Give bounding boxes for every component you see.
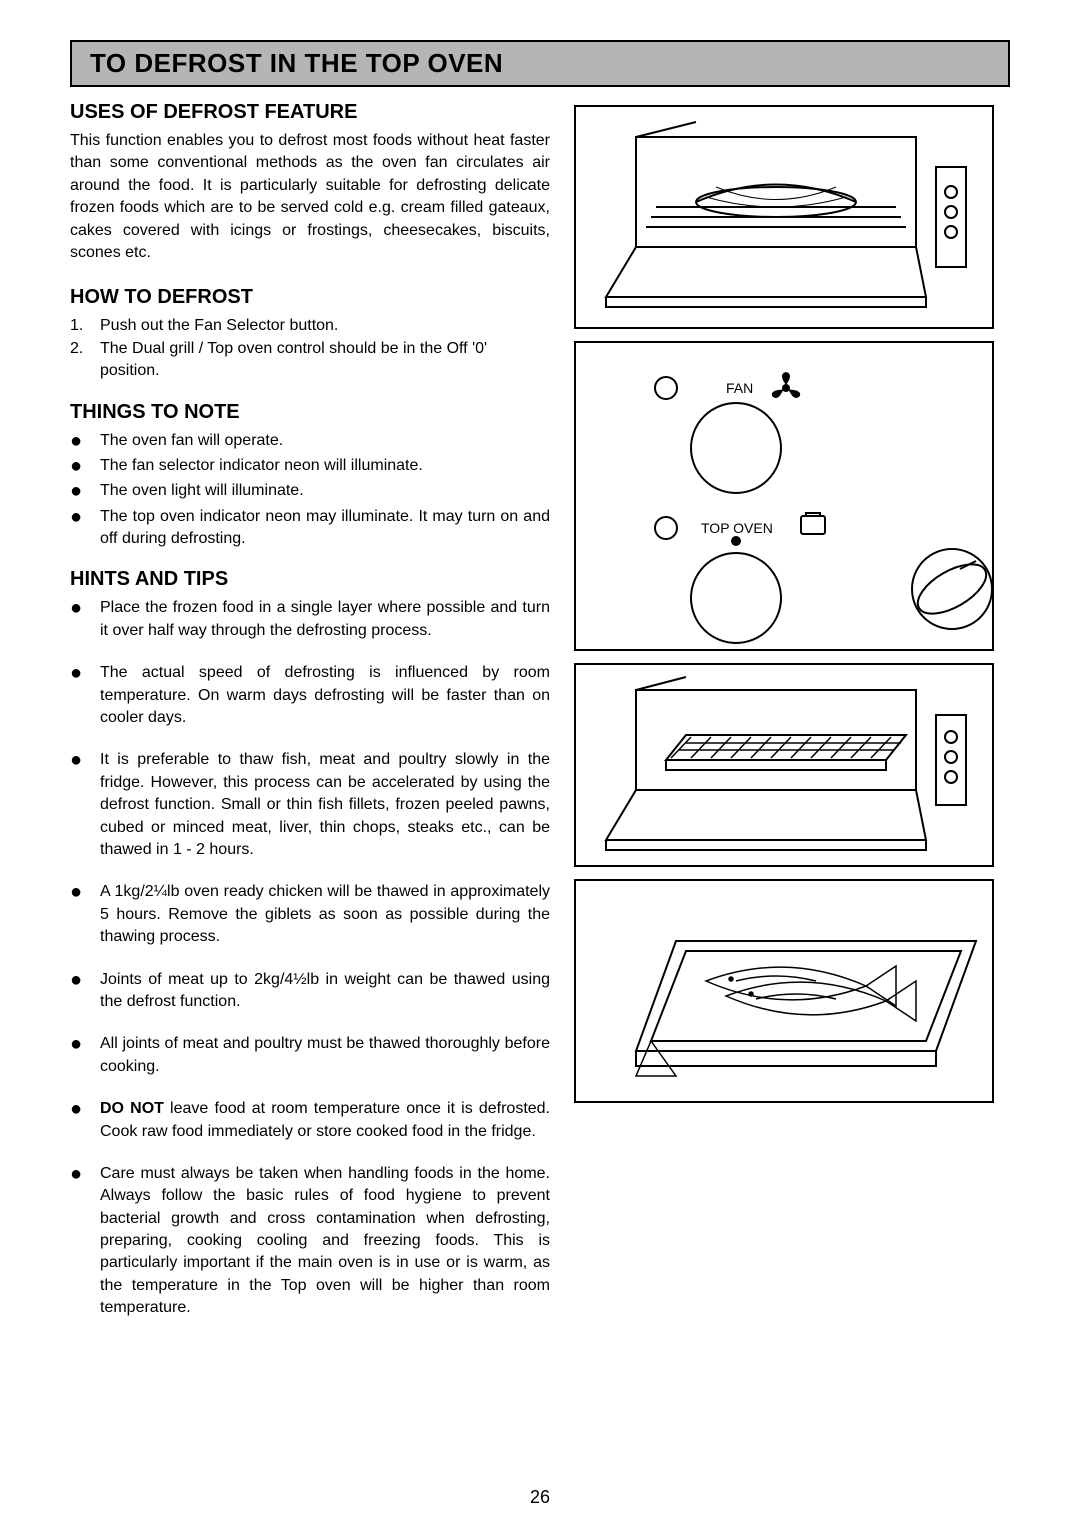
plain-text: All joints of meat and poultry must be t…: [100, 1035, 550, 1074]
fan-label: FAN: [726, 380, 753, 396]
right-column: FAN TOP OVEN: [574, 101, 994, 1340]
item-text: Care must always be taken when handling …: [100, 1163, 550, 1320]
bullet-icon: ●: [70, 455, 100, 477]
fish-tray-diagram: [574, 879, 994, 1103]
uses-heading: USES OF DEFROST FEATURE: [70, 101, 550, 124]
bullet-icon: ●: [70, 597, 100, 642]
hints-heading: HINTS AND TIPS: [70, 568, 550, 591]
bullet-icon: ●: [70, 662, 100, 729]
list-item: 2.The Dual grill / Top oven control shou…: [70, 338, 550, 383]
list-item: ●All joints of meat and poultry must be …: [70, 1033, 550, 1078]
bullet-icon: ●: [70, 480, 100, 502]
notes-list: ●The oven fan will operate. ●The fan sel…: [70, 430, 550, 551]
bullet-icon: ●: [70, 749, 100, 861]
plain-text: Joints of meat up to 2kg/4½lb in weight …: [100, 971, 550, 1010]
item-text: The Dual grill / Top oven control should…: [100, 338, 550, 383]
oven-cake-svg: [576, 107, 996, 327]
list-item: ●The oven fan will operate.: [70, 430, 550, 452]
banner-title: TO DEFROST IN THE TOP OVEN: [90, 48, 990, 79]
item-text: All joints of meat and poultry must be t…: [100, 1033, 550, 1078]
list-item: ●The actual speed of defrosting is influ…: [70, 662, 550, 729]
list-item: ●The oven light will illuminate.: [70, 480, 550, 502]
item-text: A 1kg/2¼lb oven ready chicken will be th…: [100, 881, 550, 948]
list-item: ●The fan selector indicator neon will il…: [70, 455, 550, 477]
notes-heading: THINGS TO NOTE: [70, 401, 550, 424]
plain-text: The actual speed of defrosting is influe…: [100, 664, 550, 726]
hints-list: ●Place the frozen food in a single layer…: [70, 597, 550, 1319]
plain-text: Place the frozen food in a single layer …: [100, 599, 550, 638]
top-oven-label: TOP OVEN: [701, 520, 773, 536]
page-number: 26: [0, 1487, 1080, 1508]
how-heading: HOW TO DEFROST: [70, 286, 550, 309]
bullet-icon: ●: [70, 1098, 100, 1143]
item-text: The actual speed of defrosting is influe…: [100, 662, 550, 729]
section-banner: TO DEFROST IN THE TOP OVEN: [70, 40, 1010, 87]
bullet-icon: ●: [70, 969, 100, 1014]
control-panel-diagram: FAN TOP OVEN: [574, 341, 994, 651]
oven-grill-diagram: [574, 663, 994, 867]
how-list: 1.Push out the Fan Selector button. 2.Th…: [70, 315, 550, 382]
content-area: USES OF DEFROST FEATURE This function en…: [70, 101, 1010, 1340]
bold-text: DO NOT: [100, 1100, 164, 1117]
item-text: DO NOT leave food at room temperature on…: [100, 1098, 550, 1143]
oven-grill-svg: [576, 665, 996, 865]
bullet-icon: ●: [70, 430, 100, 452]
item-number: 1.: [70, 315, 100, 337]
knob-icon: [902, 539, 1002, 639]
plain-text: A 1kg/2¼lb oven ready chicken will be th…: [100, 883, 550, 945]
bullet-icon: ●: [70, 1033, 100, 1078]
oven-cake-diagram: [574, 105, 994, 329]
item-text: Push out the Fan Selector button.: [100, 315, 550, 337]
item-text: It is preferable to thaw fish, meat and …: [100, 749, 550, 861]
item-number: 2.: [70, 338, 100, 383]
item-text: The oven light will illuminate.: [100, 480, 550, 502]
uses-text: This function enables you to defrost mos…: [70, 130, 550, 264]
list-item: ●It is preferable to thaw fish, meat and…: [70, 749, 550, 861]
list-item: ●Place the frozen food in a single layer…: [70, 597, 550, 642]
bullet-icon: ●: [70, 881, 100, 948]
plain-text: leave food at room temperature once it i…: [100, 1100, 550, 1139]
left-column: USES OF DEFROST FEATURE This function en…: [70, 101, 550, 1340]
bullet-icon: ●: [70, 506, 100, 551]
plain-text: It is preferable to thaw fish, meat and …: [100, 751, 550, 858]
item-text: The top oven indicator neon may illumina…: [100, 506, 550, 551]
list-item: ●Joints of meat up to 2kg/4½lb in weight…: [70, 969, 550, 1014]
list-item: ●A 1kg/2¼lb oven ready chicken will be t…: [70, 881, 550, 948]
list-item: ●The top oven indicator neon may illumin…: [70, 506, 550, 551]
bullet-icon: ●: [70, 1163, 100, 1320]
list-item: ●DO NOT leave food at room temperature o…: [70, 1098, 550, 1143]
item-text: The fan selector indicator neon will ill…: [100, 455, 550, 477]
list-item: ●Care must always be taken when handling…: [70, 1163, 550, 1320]
plain-text: Care must always be taken when handling …: [100, 1165, 550, 1316]
item-text: Joints of meat up to 2kg/4½lb in weight …: [100, 969, 550, 1014]
list-item: 1.Push out the Fan Selector button.: [70, 315, 550, 337]
item-text: Place the frozen food in a single layer …: [100, 597, 550, 642]
fish-tray-svg: [576, 881, 996, 1101]
item-text: The oven fan will operate.: [100, 430, 550, 452]
